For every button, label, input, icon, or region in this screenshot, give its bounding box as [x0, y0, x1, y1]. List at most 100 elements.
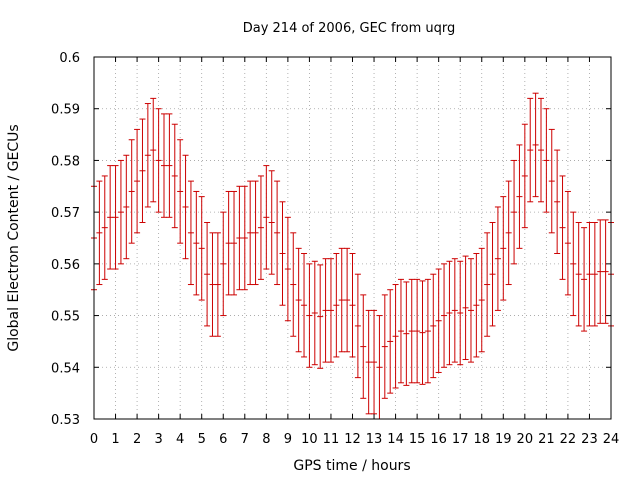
y-tick-label: 0.56 [51, 258, 80, 273]
x-tick-label: 4 [176, 432, 184, 447]
data-point [354, 273, 361, 379]
chart-title: Day 214 of 2006, GEC from uqrg [243, 21, 456, 36]
axis-ticks [93, 56, 612, 420]
data-point [505, 180, 512, 286]
data-point [581, 227, 588, 332]
y-tick-label: 0.53 [51, 413, 80, 428]
data-point [112, 165, 119, 270]
data-point [591, 221, 598, 327]
data-point [134, 128, 141, 234]
data-point [171, 123, 178, 229]
data-point [274, 180, 281, 286]
data-point [236, 185, 243, 291]
data-point [430, 273, 437, 379]
data-point [360, 294, 367, 399]
data-point [284, 216, 291, 322]
data-point [311, 260, 318, 366]
data-point [381, 294, 388, 399]
data-point [257, 175, 264, 280]
x-tick-label: 16 [430, 432, 447, 447]
data-point [554, 149, 561, 255]
data-point [279, 201, 286, 306]
data-point [387, 289, 394, 394]
x-tick-label: 8 [262, 432, 270, 447]
data-point [327, 258, 334, 363]
x-tick-label: 23 [581, 432, 598, 447]
data-point [457, 260, 464, 366]
data-point [532, 92, 539, 198]
data-point [414, 278, 421, 384]
data-point [424, 278, 431, 384]
data-point [123, 154, 130, 260]
x-tick-label: 14 [387, 432, 404, 447]
data-point [521, 123, 528, 229]
data-point [247, 180, 254, 286]
y-tick-labels: 0.53 0.54 0.55 0.56 0.57 0.58 0.59 0.6 [51, 51, 80, 428]
data-point [225, 190, 232, 296]
data-point [290, 232, 297, 337]
x-tick-label: 9 [284, 432, 292, 447]
x-tick-label: 15 [409, 432, 426, 447]
data-point [204, 221, 211, 327]
y-tick-label: 0.55 [51, 310, 80, 325]
data-point [344, 247, 351, 353]
x-tick-label: 5 [198, 432, 206, 447]
data-point [564, 190, 571, 296]
data-point [214, 232, 221, 337]
data-point [107, 165, 114, 270]
data-point [177, 139, 184, 244]
x-tick-label: 24 [603, 432, 620, 447]
x-tick-labels: 0 1 2 3 4 5 6 7 8 9 10 11 12 13 14 15 16 17 18 19 20 21 22 23 24 [90, 432, 619, 447]
data-point [220, 211, 227, 317]
x-tick-label: 10 [301, 432, 318, 447]
error-bars [91, 92, 614, 420]
data-point [187, 180, 194, 286]
data-point [467, 258, 474, 363]
data-point [241, 185, 248, 291]
x-tick-label: 13 [366, 432, 383, 447]
data-point [161, 113, 168, 218]
data-point [295, 247, 302, 353]
data-point [101, 175, 108, 280]
data-point [231, 190, 238, 296]
data-point [478, 247, 485, 353]
x-tick-label: 20 [517, 432, 534, 447]
data-point [419, 280, 426, 385]
data-point [403, 281, 410, 386]
x-tick-label: 7 [241, 432, 249, 447]
data-point [462, 255, 469, 361]
x-tick-label: 3 [154, 432, 162, 447]
data-point [511, 159, 518, 265]
data-point [349, 253, 356, 358]
y-tick-label: 0.54 [51, 361, 80, 376]
y-tick-label: 0.57 [51, 206, 80, 221]
data-point [473, 253, 480, 358]
data-point [537, 97, 544, 203]
data-point [338, 247, 345, 353]
data-point [209, 232, 216, 337]
data-point [117, 159, 124, 265]
data-point [182, 154, 189, 260]
data-point [559, 175, 566, 280]
x-tick-label: 22 [560, 432, 577, 447]
data-point [333, 253, 340, 358]
data-point [597, 219, 604, 324]
data-point [446, 260, 453, 366]
data-point [586, 221, 593, 327]
data-point [139, 118, 146, 223]
data-point [96, 180, 103, 286]
x-tick-label: 0 [90, 432, 98, 447]
data-point [365, 309, 372, 415]
y-tick-label: 0.59 [51, 103, 80, 118]
data-point [301, 253, 308, 358]
x-tick-label: 2 [133, 432, 141, 447]
data-point [268, 170, 275, 275]
data-point [489, 221, 496, 327]
data-point [500, 196, 507, 301]
x-tick-label: 11 [323, 432, 340, 447]
x-tick-label: 19 [495, 432, 512, 447]
x-tick-label: 18 [473, 432, 490, 447]
data-point [392, 284, 399, 389]
